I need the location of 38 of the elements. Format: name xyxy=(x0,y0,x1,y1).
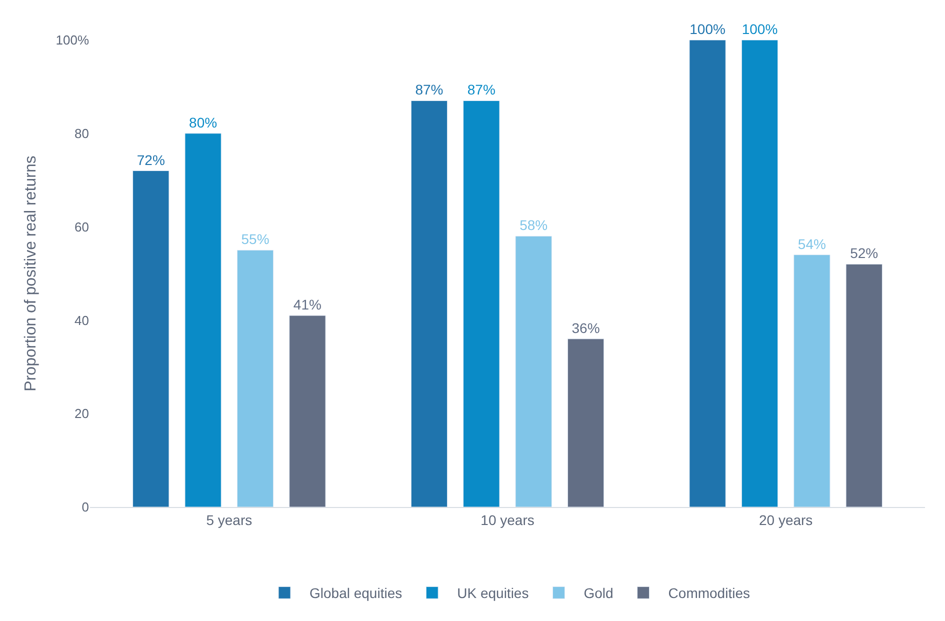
bar xyxy=(463,100,500,507)
x-tick-label: 5 years xyxy=(206,512,252,528)
y-tick-label: 60 xyxy=(74,219,89,234)
data-label: 72% xyxy=(136,152,165,168)
data-label: 100% xyxy=(742,21,778,37)
legend-label: Global equities xyxy=(310,585,402,602)
bar xyxy=(689,40,726,507)
data-label: 87% xyxy=(415,82,444,98)
data-label: 100% xyxy=(690,21,726,37)
bar xyxy=(132,170,170,507)
y-tick-label: 0 xyxy=(82,500,89,515)
x-tick-label: 10 years xyxy=(480,512,534,528)
legend-label: UK equities xyxy=(457,585,529,602)
y-axis-title: Proportion of positive real returns xyxy=(22,156,40,392)
bar xyxy=(515,236,552,507)
bar xyxy=(846,264,882,507)
data-label: 80% xyxy=(189,114,218,130)
legend-label: Commodities xyxy=(668,585,750,602)
bar xyxy=(794,254,830,507)
legend-label: Gold xyxy=(584,585,614,602)
data-label: 55% xyxy=(241,231,270,248)
y-tick-label: 40 xyxy=(74,312,89,328)
bar xyxy=(184,133,222,507)
y-tick-label: 100% xyxy=(56,32,90,48)
bar xyxy=(567,338,604,507)
data-label: 54% xyxy=(798,236,826,252)
bar xyxy=(410,100,448,507)
bar xyxy=(236,250,274,507)
bar xyxy=(289,315,326,507)
data-label: 87% xyxy=(467,82,496,98)
x-tick-label: 20 years xyxy=(758,512,813,528)
data-label: 36% xyxy=(572,320,600,336)
data-label: 52% xyxy=(850,245,878,262)
y-tick-label: 20 xyxy=(74,406,89,422)
bar xyxy=(741,40,778,507)
y-tick-label: 80 xyxy=(74,126,89,141)
data-label: 41% xyxy=(293,296,322,313)
data-label: 58% xyxy=(520,217,548,234)
